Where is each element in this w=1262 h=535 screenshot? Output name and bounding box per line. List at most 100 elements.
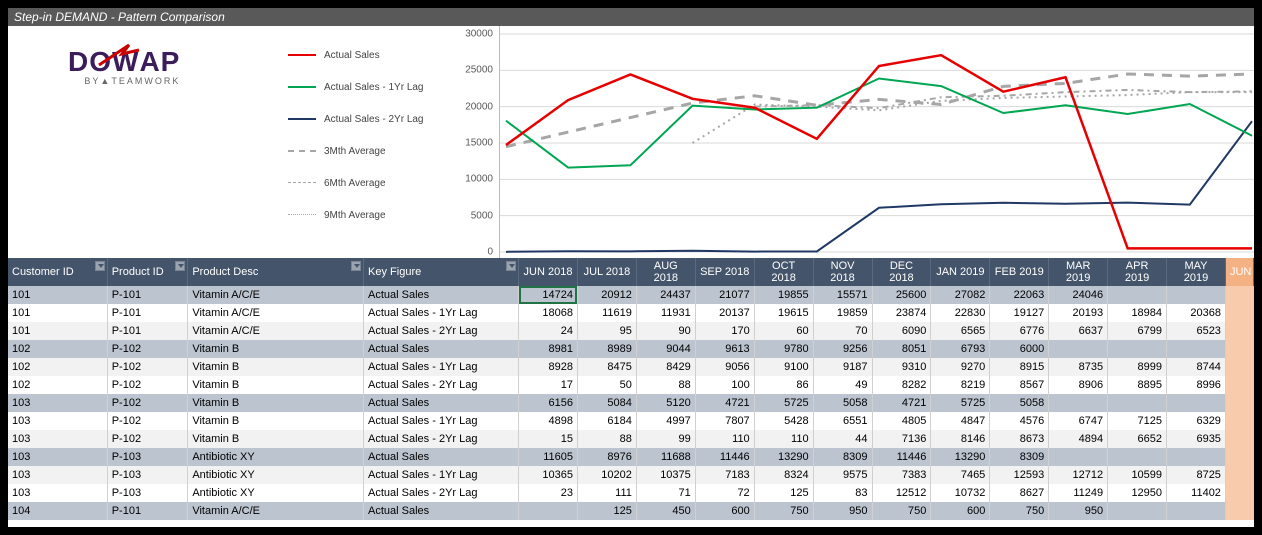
cell-cust[interactable]: 103 <box>8 448 107 466</box>
cell-value[interactable]: 111 <box>577 484 636 502</box>
col-header[interactable]: Customer ID <box>8 258 107 286</box>
cell-value[interactable]: 18984 <box>1108 304 1167 322</box>
cell-value[interactable]: 6090 <box>872 322 931 340</box>
cell-value[interactable]: 6935 <box>1167 430 1226 448</box>
cell-value[interactable]: 6329 <box>1167 412 1226 430</box>
cell-value[interactable]: 750 <box>754 502 813 520</box>
cell-value[interactable]: 15571 <box>813 286 872 304</box>
cell-value[interactable]: 8429 <box>636 358 695 376</box>
cell-value[interactable]: 9187 <box>813 358 872 376</box>
filter-icon[interactable] <box>175 261 185 271</box>
cell-value[interactable]: 9310 <box>872 358 931 376</box>
cell-value[interactable]: 23874 <box>872 304 931 322</box>
cell-value[interactable]: 19127 <box>990 304 1049 322</box>
cell-value[interactable]: 11402 <box>1167 484 1226 502</box>
cell-value[interactable]: 12512 <box>872 484 931 502</box>
cell-value[interactable]: 22063 <box>990 286 1049 304</box>
cell-value[interactable]: 10202 <box>577 466 636 484</box>
filter-icon[interactable] <box>506 261 516 271</box>
cell-value[interactable]: 6776 <box>990 322 1049 340</box>
cell-value[interactable]: 9256 <box>813 340 872 358</box>
cell-value[interactable]: 88 <box>636 376 695 394</box>
cell-value[interactable]: 8309 <box>990 448 1049 466</box>
cell-value[interactable]: 9056 <box>695 358 754 376</box>
cell-value[interactable]: 600 <box>931 502 990 520</box>
data-grid[interactable]: Customer IDProduct IDProduct DescKey Fig… <box>8 258 1254 520</box>
cell-value[interactable]: 11931 <box>636 304 695 322</box>
cell-value[interactable]: 19615 <box>754 304 813 322</box>
cell-value[interactable]: 5725 <box>754 394 813 412</box>
cell-value[interactable]: 72 <box>695 484 754 502</box>
cell-value[interactable]: 6184 <box>577 412 636 430</box>
cell-value[interactable]: 8976 <box>577 448 636 466</box>
cell-value[interactable]: 4847 <box>931 412 990 430</box>
cell-value[interactable]: 6637 <box>1049 322 1108 340</box>
cell-value[interactable] <box>1167 502 1226 520</box>
col-header-month[interactable]: AUG 2018 <box>636 258 695 286</box>
cell-value[interactable]: 15 <box>519 430 578 448</box>
cell-kf[interactable]: Actual Sales - 2Yr Lag <box>364 430 519 448</box>
cell-value[interactable]: 9100 <box>754 358 813 376</box>
cell-value[interactable]: 88 <box>577 430 636 448</box>
cell-kf[interactable]: Actual Sales <box>364 286 519 304</box>
table-row[interactable]: 103P-103Antibiotic XYActual Sales - 1Yr … <box>8 466 1254 484</box>
cell-desc[interactable]: Vitamin B <box>188 340 364 358</box>
cell-cust[interactable]: 104 <box>8 502 107 520</box>
col-header-month[interactable]: JUN 2018 <box>519 258 578 286</box>
cell-value-extra[interactable] <box>1225 358 1253 376</box>
cell-prod[interactable]: P-103 <box>107 448 188 466</box>
cell-value[interactable]: 8051 <box>872 340 931 358</box>
cell-value[interactable]: 6523 <box>1167 322 1226 340</box>
cell-value[interactable]: 4721 <box>695 394 754 412</box>
table-row[interactable]: 101P-101Vitamin A/C/EActual Sales - 2Yr … <box>8 322 1254 340</box>
cell-desc[interactable]: Vitamin A/C/E <box>188 304 364 322</box>
cell-value[interactable]: 100 <box>695 376 754 394</box>
cell-value[interactable]: 86 <box>754 376 813 394</box>
cell-kf[interactable]: Actual Sales - 1Yr Lag <box>364 304 519 322</box>
cell-value[interactable]: 110 <box>695 430 754 448</box>
table-row[interactable]: 102P-102Vitamin BActual Sales89818989904… <box>8 340 1254 358</box>
cell-value[interactable]: 50 <box>577 376 636 394</box>
cell-value-extra[interactable] <box>1225 340 1253 358</box>
cell-value[interactable]: 12712 <box>1049 466 1108 484</box>
cell-value[interactable]: 4805 <box>872 412 931 430</box>
cell-value[interactable]: 44 <box>813 430 872 448</box>
cell-desc[interactable]: Vitamin B <box>188 394 364 412</box>
cell-cust[interactable]: 101 <box>8 322 107 340</box>
cell-cust[interactable]: 102 <box>8 340 107 358</box>
cell-cust[interactable]: 102 <box>8 376 107 394</box>
cell-value[interactable]: 11619 <box>577 304 636 322</box>
cell-kf[interactable]: Actual Sales <box>364 448 519 466</box>
cell-value[interactable]: 11446 <box>872 448 931 466</box>
cell-value[interactable]: 8324 <box>754 466 813 484</box>
cell-value[interactable]: 8627 <box>990 484 1049 502</box>
cell-prod[interactable]: P-101 <box>107 322 188 340</box>
cell-value[interactable]: 8996 <box>1167 376 1226 394</box>
cell-prod[interactable]: P-102 <box>107 340 188 358</box>
col-header-month[interactable]: SEP 2018 <box>695 258 754 286</box>
cell-desc[interactable]: Vitamin B <box>188 430 364 448</box>
col-header-extra[interactable]: JUN <box>1225 258 1253 286</box>
cell-desc[interactable]: Vitamin A/C/E <box>188 286 364 304</box>
cell-prod[interactable]: P-102 <box>107 394 188 412</box>
cell-value[interactable]: 8567 <box>990 376 1049 394</box>
filter-icon[interactable] <box>351 261 361 271</box>
cell-value[interactable]: 71 <box>636 484 695 502</box>
cell-value[interactable]: 8744 <box>1167 358 1226 376</box>
cell-prod[interactable]: P-102 <box>107 430 188 448</box>
cell-value[interactable]: 6799 <box>1108 322 1167 340</box>
cell-value[interactable]: 170 <box>695 322 754 340</box>
cell-value[interactable]: 7183 <box>695 466 754 484</box>
cell-value[interactable]: 19859 <box>813 304 872 322</box>
cell-value[interactable]: 10365 <box>519 466 578 484</box>
cell-kf[interactable]: Actual Sales <box>364 394 519 412</box>
cell-value-extra[interactable] <box>1225 394 1253 412</box>
cell-desc[interactable]: Vitamin A/C/E <box>188 502 364 520</box>
cell-value[interactable]: 6652 <box>1108 430 1167 448</box>
cell-desc[interactable]: Vitamin B <box>188 412 364 430</box>
cell-prod[interactable]: P-101 <box>107 502 188 520</box>
col-header-month[interactable]: JUL 2018 <box>577 258 636 286</box>
table-row[interactable]: 103P-102Vitamin BActual Sales - 2Yr Lag1… <box>8 430 1254 448</box>
col-header-month[interactable]: MAR 2019 <box>1049 258 1108 286</box>
cell-value-extra[interactable] <box>1225 322 1253 340</box>
